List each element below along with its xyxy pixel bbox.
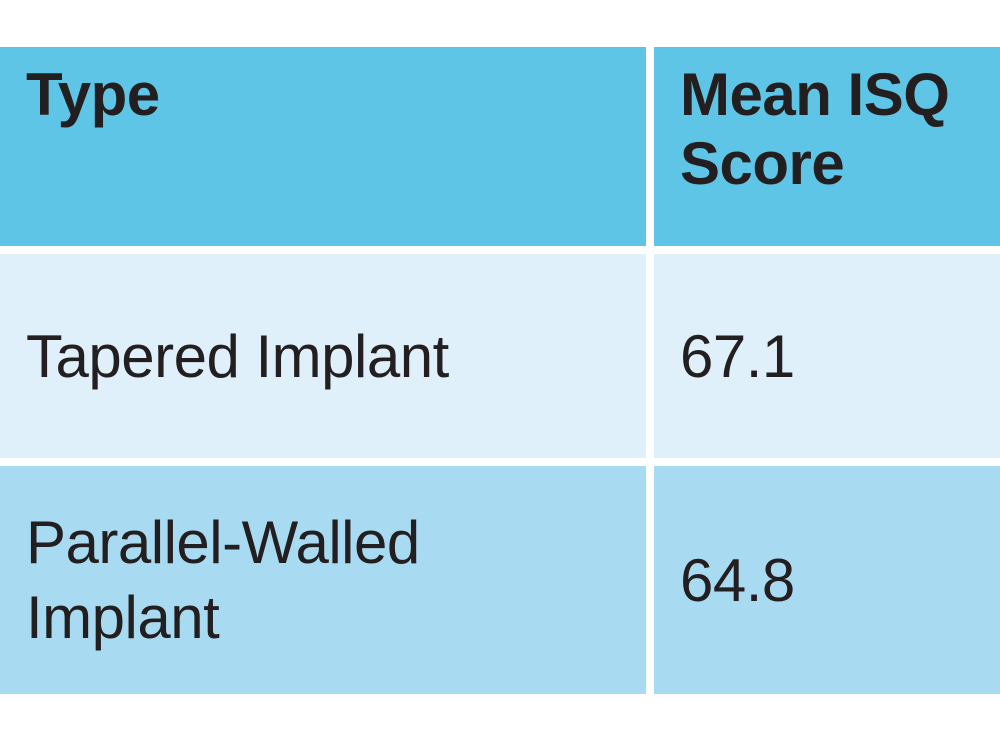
table-cell-row1-type: Tapered Implant <box>0 254 646 458</box>
table-cell-row1-score: 67.1 <box>654 254 1000 458</box>
column-header-mean-isq-score: Mean ISQ Score <box>654 47 1000 246</box>
column-header-type: Type <box>0 47 646 246</box>
table-cell-row2-type: Parallel-Walled Implant <box>0 466 646 694</box>
table-cell-row2-score: 64.8 <box>654 466 1000 694</box>
isq-score-table: Type Mean ISQ Score Tapered Implant 67.1… <box>0 47 1000 694</box>
